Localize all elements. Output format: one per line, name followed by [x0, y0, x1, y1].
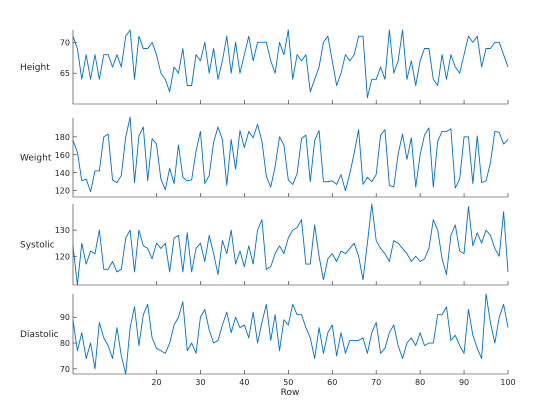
x-tick-label: 80: [415, 378, 425, 387]
x-tick-label: 60: [327, 378, 337, 387]
x-tick-label: 100: [500, 378, 515, 387]
x-axis: 20 30 40 50 60 70 80 90 100: [151, 378, 515, 387]
diastolic-y-tick-label: 90: [60, 313, 70, 322]
height-y-tick-label: 70: [60, 38, 70, 47]
systolic-series-line: [72, 203, 509, 286]
diastolic-y-tick-label: 70: [60, 365, 70, 374]
systolic-y-tick-label: 120: [55, 252, 70, 261]
panel-height: 65 70 Height: [20, 29, 509, 105]
x-tick-label: 70: [371, 378, 381, 387]
height-y-tick-label: 65: [60, 69, 70, 78]
x-tick-label: 50: [283, 378, 293, 387]
x-axis-label: Row: [281, 388, 300, 398]
weight-y-tick-label: 160: [55, 151, 70, 160]
height-series-line: [72, 29, 509, 99]
diastolic-y-label: Diastolic: [20, 330, 59, 340]
systolic-y-label: Systolic: [20, 241, 55, 251]
x-tick-label: 90: [459, 378, 469, 387]
x-tick-label: 20: [151, 378, 161, 387]
panel-weight: 120 140 160 180 Weight: [20, 116, 509, 198]
x-tick-label: 30: [195, 378, 205, 387]
weight-y-label: Weight: [20, 154, 52, 164]
weight-y-tick-label: 180: [55, 133, 70, 142]
weight-y-tick-label: 120: [55, 187, 70, 196]
x-tick-label: 40: [239, 378, 249, 387]
weight-series-line: [72, 116, 509, 193]
diastolic-series-line: [72, 293, 509, 375]
panels-layer: 65 70 Height 120 140 160 180 Weight 120 130Systol…: [20, 29, 509, 375]
systolic-y-tick-label: 130: [55, 226, 70, 235]
height-y-label: Height: [20, 63, 50, 73]
diastolic-y-tick-label: 80: [60, 339, 70, 348]
weight-y-tick-label: 140: [55, 169, 70, 178]
